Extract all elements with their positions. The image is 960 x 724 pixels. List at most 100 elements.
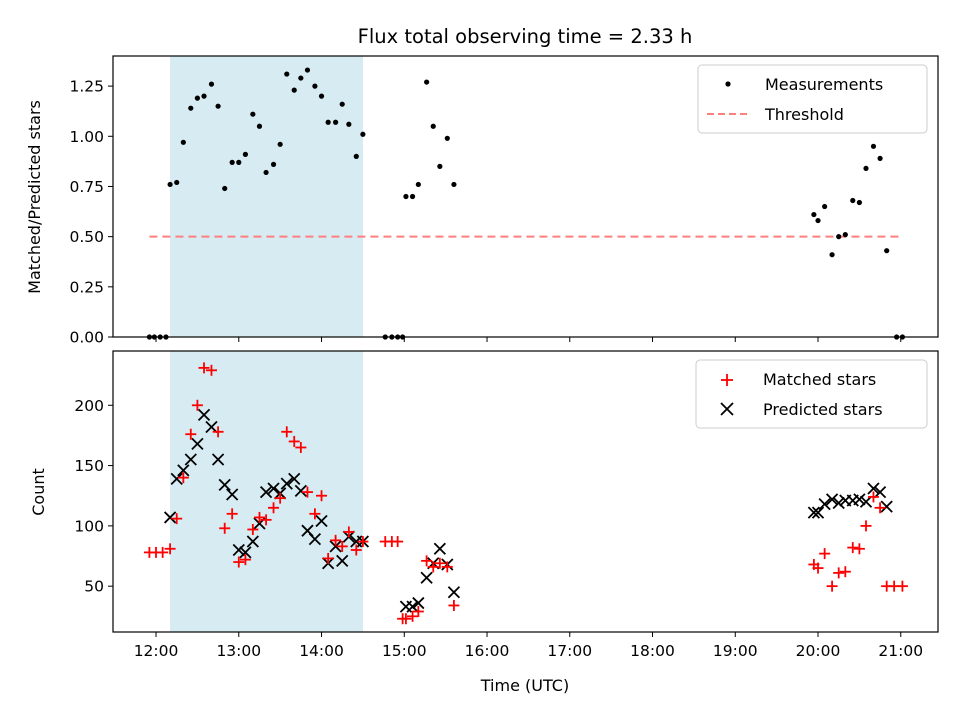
measurement-point (836, 234, 842, 240)
predicted-star-point (259, 485, 273, 499)
measurement-point (332, 119, 339, 125)
matched-star-point (295, 441, 307, 453)
predicted-star-point (873, 485, 887, 499)
predicted-star-point (184, 453, 197, 466)
matched-star-point (896, 580, 908, 592)
measurement-point (312, 83, 318, 89)
top-panel: 0.00 0.25 0.50 0.75 1.00 1.25 Flux total obse… (25, 25, 939, 347)
top-ytick-label: 0.25 (69, 278, 104, 296)
matched-star-point (185, 428, 197, 440)
matched-star-point (274, 492, 286, 504)
measurement-point (346, 121, 352, 127)
measurement-point (430, 123, 436, 129)
matched-star-point (412, 605, 424, 617)
measurement-point (180, 139, 186, 145)
matched-star-point (853, 543, 865, 555)
predicted-star-point (329, 540, 342, 553)
measurement-point (201, 93, 207, 99)
measurement-point (353, 153, 359, 159)
bottom-xtick-label: 14:00 (299, 642, 344, 660)
matched-star-point (157, 546, 169, 558)
measurement-point (877, 155, 883, 161)
predicted-star-point (447, 586, 461, 599)
legend-matched-label: Matched stars (763, 370, 876, 389)
matched-star-point (448, 599, 460, 611)
predicted-star-point (315, 514, 328, 528)
measurement-point (174, 179, 180, 186)
predicted-star-point (818, 498, 831, 511)
measurement-point (842, 232, 848, 238)
predicted-star-point (853, 493, 866, 506)
predicted-star-point (406, 600, 419, 613)
matched-star-point (212, 426, 224, 438)
matched-star-point (392, 536, 404, 548)
matched-star-point (171, 513, 183, 525)
measurement-point (222, 185, 228, 192)
predicted-star-point (880, 500, 893, 513)
bottom-yticks: 50 100 150 200 (74, 397, 113, 596)
measurement-point (884, 248, 890, 254)
predicted-star-point (197, 408, 211, 422)
bottom-xtick-label: 20:00 (796, 642, 841, 660)
matched-star-point (812, 562, 824, 574)
top-axes-frame (112, 55, 939, 338)
bottom-axes-frame (112, 350, 939, 633)
bottom-ytick-label: 150 (74, 457, 104, 475)
top-ytick-label: 0.00 (69, 329, 104, 347)
matched-star-point (330, 534, 342, 546)
bottom-legend-box (695, 359, 928, 429)
bottom-xtick-label: 15:00 (382, 642, 427, 660)
bottom-ytick-label: 200 (74, 397, 104, 415)
measurement-point (167, 181, 173, 188)
predicted-star-point (336, 554, 349, 567)
matched-star-point (441, 561, 453, 573)
bottom-xlabel: Time (UTC) (480, 676, 569, 695)
predicted-star-point (433, 542, 446, 555)
matched-star-point (233, 556, 245, 568)
matched-star-point (191, 399, 203, 411)
matched-star-point (164, 543, 176, 555)
predicted-star-point (205, 420, 218, 434)
matched-star-point (260, 514, 272, 526)
measurement-point (409, 193, 416, 200)
predicted-star-point (832, 496, 845, 510)
predicted-star-point (280, 477, 293, 490)
predicted-star-point (177, 464, 190, 477)
bottom-xticks: 12:00 13:00 14:00 15:00 16:00 17:00 18:00 19:00… (134, 632, 923, 660)
matched-star-point (874, 502, 886, 514)
measurement-point (339, 101, 345, 107)
matched-star-point (316, 490, 328, 502)
matched-star-point (226, 508, 238, 520)
top-highlight-span (170, 56, 363, 337)
predicted-star-point (218, 478, 231, 492)
measurement-point (263, 169, 269, 176)
predicted-star-point (267, 482, 280, 495)
measurement-point (194, 95, 201, 101)
matched-star-point (198, 362, 210, 374)
bottom-xtick-label: 13:00 (216, 642, 261, 660)
measurement-point (318, 93, 325, 99)
matched-star-point (860, 520, 872, 532)
matched-star-point (421, 555, 433, 567)
top-yticks: 0.00 0.25 0.50 0.75 1.00 1.25 (69, 78, 113, 347)
matched-star-point (288, 435, 300, 447)
predicted-star-point (412, 596, 425, 610)
predicted-star-point (163, 511, 177, 524)
predicted-star-point (811, 506, 825, 519)
matched-star-point (343, 526, 355, 538)
matched-star-point (177, 472, 189, 484)
measurement-point (277, 141, 283, 147)
bottom-xtick-label: 18:00 (630, 642, 675, 660)
matched-star-point (833, 567, 845, 579)
measurement-point (270, 161, 277, 167)
measurement-point (815, 217, 821, 224)
predicted-star-point (867, 482, 880, 495)
measurement-point (424, 79, 430, 85)
measurement-point (863, 165, 869, 171)
legend-predicted-label: Predicted stars (763, 400, 883, 419)
bottom-xtick-label: 16:00 (465, 642, 510, 660)
measurement-point (291, 87, 297, 93)
bottom-ytick-label: 50 (84, 578, 104, 596)
matched-star-point (281, 426, 293, 438)
matched-star-point (253, 511, 265, 523)
